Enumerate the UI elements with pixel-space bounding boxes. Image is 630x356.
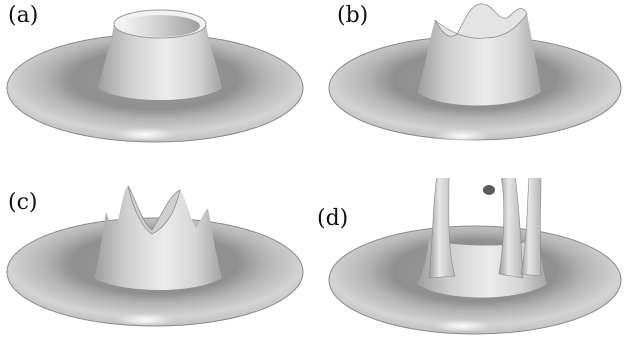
wavy-rim [434,3,528,39]
panel-a: (a) [0,0,315,178]
crown-wall [94,186,222,290]
spike-1 [428,178,456,279]
spike-3 [520,178,542,277]
panel-label-b: (b) [337,3,369,28]
spike-2 [498,178,524,279]
panel-label-d: (d) [317,206,349,231]
panel-label-a: (a) [8,3,39,28]
panel-d: (d) [315,178,630,356]
disc-highlight [100,116,200,140]
disc-highlight [419,119,515,141]
ring-interior [120,15,200,37]
disc-highlight [419,309,515,331]
surface-plot-b [328,3,622,141]
panel-b: (b) [315,0,630,178]
panel-c: (c) [0,178,315,356]
panel-label-c: (c) [8,190,38,215]
disc-highlight [100,303,200,325]
surface-plot-d [328,178,622,335]
ring-wall [98,24,222,100]
crown-inner [127,185,181,235]
spike-tip-dark [483,185,495,195]
surface-plot-a [6,9,304,143]
surface-plot-c [6,185,304,327]
